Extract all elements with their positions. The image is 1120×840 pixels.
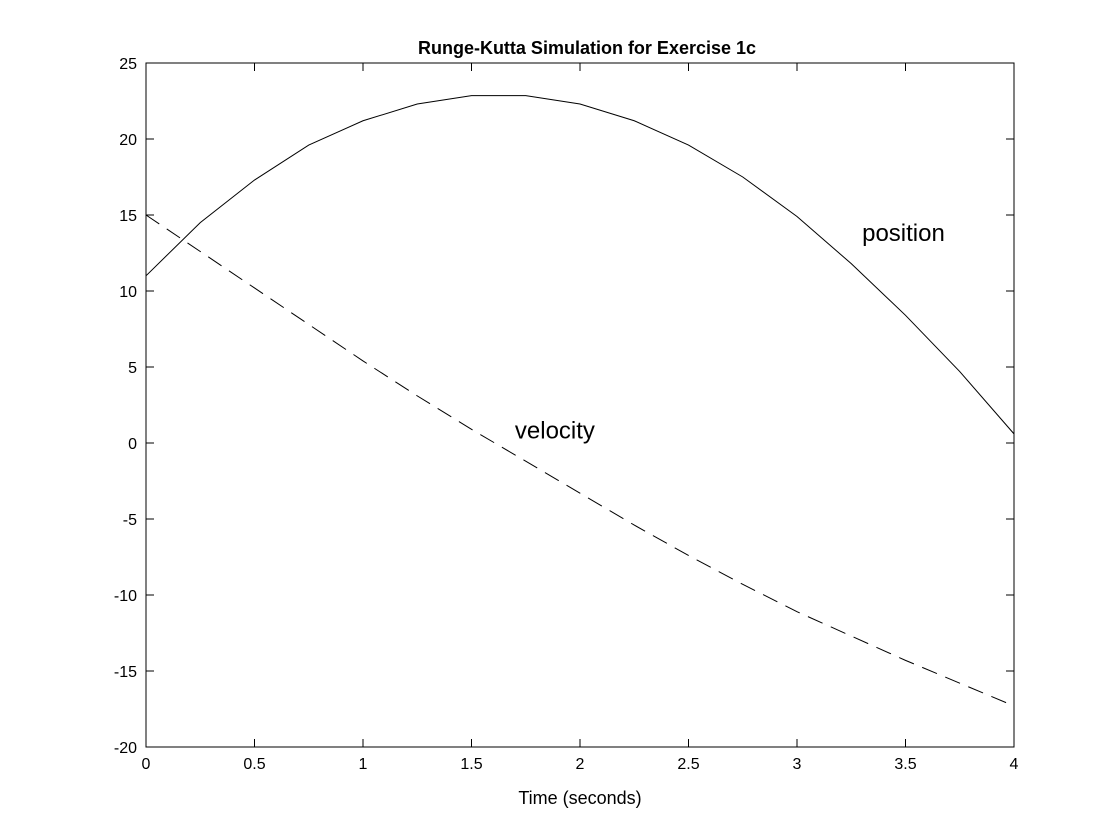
x-tick-label: 3.5 [894,756,916,773]
annotation-velocity: velocity [515,417,595,444]
y-axis-tick-labels: 25 20 15 10 5 0 -5 -10 -15 -20 [114,56,137,757]
x-tick-label: 0 [142,756,151,773]
solid-series-line [145,95,1015,435]
x-tick-label: 2.5 [677,756,699,773]
series-lines [145,95,1015,707]
x-tick-label: 3 [793,756,802,773]
x-axis-tick-labels: 0 0.5 1 1.5 2 2.5 3 3.5 4 [142,756,1019,773]
y-tick-label: -15 [114,664,137,681]
x-tick-label: 1.5 [460,756,482,773]
dashed-series-line [145,214,1015,707]
y-tick-label: 15 [119,208,137,225]
y-tick-label: -20 [114,740,137,757]
y-tick-label: 20 [119,132,137,149]
axis-ticks [145,62,1015,748]
y-tick-label: -10 [114,588,137,605]
x-axis-label: Time (seconds) [518,788,641,808]
chart-title: Runge-Kutta Simulation for Exercise 1c [418,38,756,58]
y-tick-label: 25 [119,56,137,73]
x-tick-label: 1 [359,756,368,773]
plot-area [145,62,1015,748]
annotation-position: position [862,220,945,247]
annotations: position velocity [515,220,945,445]
x-tick-label: 0.5 [243,756,265,773]
y-tick-label: -5 [123,512,137,529]
y-tick-label: 10 [119,284,137,301]
x-tick-label: 2 [576,756,585,773]
x-tick-label: 4 [1010,756,1019,773]
y-tick-label: 5 [128,360,137,377]
y-tick-label: 0 [128,436,137,453]
